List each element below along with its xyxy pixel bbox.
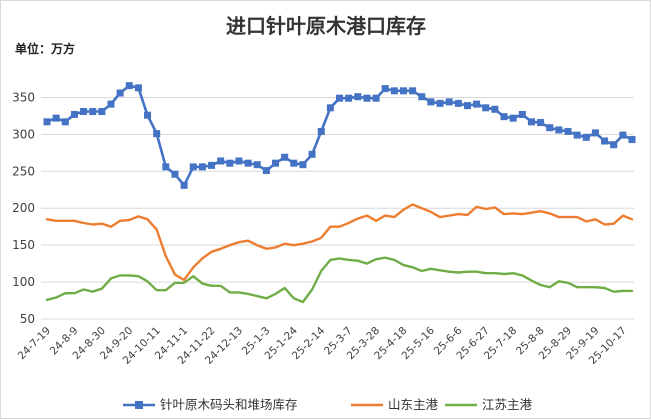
data-point: [171, 170, 179, 178]
data-point: [208, 161, 216, 169]
y-tick-label: 350: [12, 90, 35, 104]
data-point: [198, 163, 206, 171]
data-point: [527, 118, 535, 126]
data-point: [52, 114, 60, 122]
data-point: [345, 94, 353, 102]
x-tick-label: 24-7-19: [16, 325, 53, 362]
legend-marker: [135, 401, 143, 409]
data-point: [253, 161, 261, 169]
data-point: [445, 98, 453, 106]
series-line: [45, 256, 634, 304]
data-point: [272, 159, 280, 167]
legend-item: 江苏主港: [445, 397, 533, 412]
chart-title: 进口针叶原木港口库存: [226, 14, 426, 38]
y-tick-label: 150: [12, 238, 35, 252]
data-point: [61, 118, 69, 126]
legend-label: 山东主港: [388, 397, 439, 412]
data-point: [473, 100, 481, 108]
series-group: [43, 82, 636, 304]
data-point: [518, 110, 526, 118]
legend-label: 江苏主港: [482, 397, 533, 412]
data-point: [70, 110, 78, 118]
y-axis: 50 100 150 200 250 300 350: [12, 90, 35, 326]
data-point: [290, 159, 298, 167]
data-point: [601, 137, 609, 145]
data-point: [326, 104, 334, 112]
y-tick-label: 200: [12, 201, 35, 215]
data-point: [354, 93, 362, 101]
data-point: [308, 150, 316, 158]
data-point: [363, 94, 371, 102]
data-point: [628, 136, 636, 144]
data-point: [235, 157, 243, 165]
data-point: [546, 124, 554, 132]
data-point: [500, 113, 508, 121]
data-point: [125, 82, 133, 90]
data-point: [299, 161, 307, 169]
data-point: [217, 157, 225, 165]
data-point: [454, 99, 462, 107]
data-point: [399, 87, 407, 95]
data-point: [591, 129, 599, 137]
data-point: [144, 111, 152, 119]
x-axis: 24-7-1924-8-924-8-3024-9-2024-10-1124-11…: [16, 324, 629, 366]
data-point: [317, 127, 325, 135]
data-point: [153, 130, 161, 138]
data-point: [427, 98, 435, 106]
legend-label: 针叶原木码头和堆场库存: [160, 397, 298, 412]
data-point: [180, 181, 188, 189]
data-point: [107, 100, 115, 108]
data-point: [244, 159, 252, 167]
data-point: [381, 85, 389, 93]
data-point: [482, 104, 490, 112]
data-point: [189, 163, 197, 171]
data-point: [390, 87, 398, 95]
data-point: [372, 94, 380, 102]
data-point: [80, 107, 88, 115]
legend-item: 山东主港: [351, 397, 439, 412]
series-0: [43, 82, 636, 189]
unit-label: 单位：万方: [15, 41, 75, 56]
data-point: [134, 84, 142, 92]
data-point: [555, 126, 563, 134]
data-point: [162, 163, 170, 171]
series-1: [45, 203, 634, 282]
data-point: [463, 102, 471, 110]
data-point: [582, 133, 590, 141]
data-point: [226, 159, 234, 167]
legend: 针叶原木码头和堆场库存 山东主港 江苏主港: [123, 397, 533, 412]
data-point: [89, 107, 97, 115]
data-point: [619, 131, 627, 139]
data-point: [491, 105, 499, 113]
data-point: [564, 127, 572, 135]
data-point: [281, 153, 289, 161]
data-point: [43, 118, 51, 126]
legend-item: 针叶原木码头和堆场库存: [123, 397, 298, 412]
data-point: [509, 114, 517, 122]
data-point: [262, 167, 270, 175]
data-point: [418, 93, 426, 101]
data-point: [116, 89, 124, 97]
series-2: [45, 256, 634, 304]
y-tick-label: 300: [12, 127, 35, 141]
data-point: [610, 141, 618, 149]
y-tick-label: 250: [12, 164, 35, 178]
gridlines: [41, 96, 634, 320]
data-point: [336, 94, 343, 102]
data-point: [537, 119, 545, 127]
data-point: [98, 107, 106, 115]
data-point: [436, 99, 444, 107]
y-tick-label: 100: [12, 275, 35, 289]
series-line: [45, 203, 634, 282]
data-point: [573, 131, 581, 139]
y-tick-label: 50: [20, 312, 35, 326]
data-point: [409, 87, 417, 95]
